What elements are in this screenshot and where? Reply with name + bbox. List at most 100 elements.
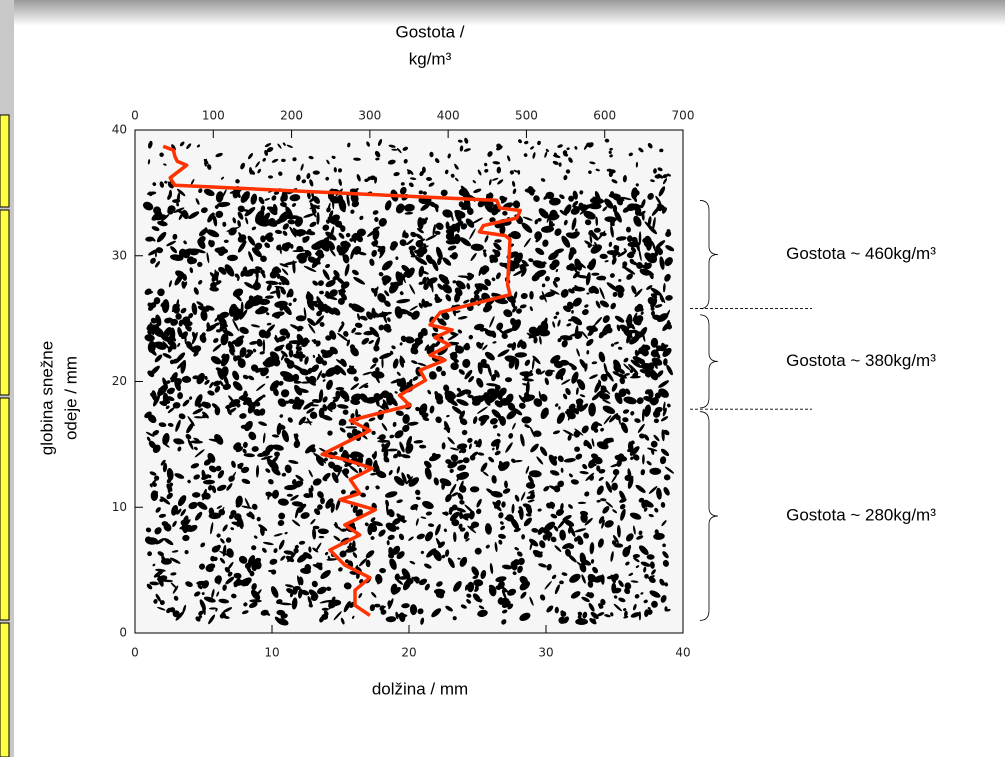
snow-grain (218, 598, 230, 604)
snow-grain (636, 319, 642, 326)
snow-grain (573, 407, 580, 415)
snow-grain (424, 531, 434, 542)
snow-grain (425, 234, 437, 241)
snow-grain (567, 408, 572, 413)
snow-grain (377, 293, 386, 303)
snow-grain (357, 313, 361, 321)
snow-grain (241, 577, 252, 587)
snow-grain (194, 511, 203, 521)
snow-grain (581, 331, 589, 339)
snow-grain (654, 507, 659, 513)
snow-grain (396, 298, 411, 304)
snow-grain (342, 409, 349, 415)
snow-grain (450, 454, 459, 462)
snow-grain (501, 586, 509, 593)
snow-grain (223, 239, 229, 244)
snow-grain (338, 232, 345, 239)
snow-grain (276, 273, 281, 279)
snow-grain (474, 440, 478, 445)
snow-grain (529, 290, 534, 300)
snow-grain (247, 153, 254, 160)
snow-grain (565, 169, 571, 174)
snow-grain (162, 377, 168, 390)
snow-grain (286, 493, 293, 497)
snow-grain (657, 370, 664, 377)
snow-grain (307, 318, 316, 326)
snow-grain (610, 612, 614, 617)
snow-grain (623, 330, 633, 339)
snow-grain (494, 369, 500, 378)
snow-grain (301, 179, 307, 184)
snow-grain (345, 547, 357, 553)
snow-grain (511, 458, 516, 463)
snow-grain (325, 305, 335, 315)
snow-grain (324, 551, 329, 556)
x-tick-label: 30 (538, 646, 553, 660)
snow-grain (262, 432, 266, 444)
snow-grain (636, 397, 644, 405)
snow-grain (633, 525, 636, 535)
snow-grain (491, 177, 499, 181)
snow-grain (281, 243, 290, 252)
snow-grain (534, 219, 539, 225)
snow-grain (277, 335, 287, 342)
snow-grain (509, 170, 514, 175)
snow-grain (145, 431, 155, 437)
snow-grain (442, 284, 453, 294)
snow-grain (476, 498, 482, 508)
snow-grain (395, 613, 408, 618)
snow-grain (200, 310, 208, 321)
snow-grain (618, 324, 629, 330)
snow-grain (522, 378, 534, 382)
snow-grain (451, 492, 459, 497)
snow-grain (160, 301, 167, 307)
snow-grain (149, 581, 159, 586)
snow-grain (167, 335, 174, 345)
snow-grain (513, 252, 523, 265)
snow-grain (494, 541, 498, 553)
snow-grain (186, 143, 192, 150)
snow-grain (630, 456, 634, 461)
snow-grain (625, 544, 632, 555)
snow-grain (311, 580, 318, 588)
snow-grain (273, 533, 283, 537)
snow-grain (618, 580, 624, 588)
snow-grain (332, 397, 339, 403)
snow-grain (293, 229, 307, 237)
snow-grain (660, 502, 666, 508)
snow-grain (569, 332, 581, 337)
snow-grain (477, 283, 489, 291)
snow-grain (614, 315, 625, 323)
snow-grain (412, 348, 419, 355)
snow-grain (470, 243, 484, 251)
snow-grain (488, 585, 497, 597)
snow-grain (611, 482, 618, 491)
snow-grain (350, 452, 359, 465)
snow-grain (246, 565, 252, 574)
snow-grain (433, 549, 442, 562)
snow-grain (602, 206, 608, 212)
snow-grain (659, 456, 667, 465)
snow-grain (546, 605, 554, 613)
snow-grain (450, 331, 458, 337)
snow-grain (581, 596, 590, 603)
snow-grain (331, 472, 339, 484)
snow-grain (409, 177, 417, 180)
snow-grain (232, 370, 240, 381)
snow-grain (305, 376, 316, 386)
snow-grain (619, 490, 626, 502)
snow-grain (452, 280, 457, 284)
snow-grain (491, 277, 496, 282)
snow-grain (474, 547, 482, 555)
snow-grain (213, 380, 221, 387)
snow-grain (620, 422, 629, 434)
snow-grain (418, 190, 424, 195)
snow-grain (463, 531, 469, 540)
snow-grain (517, 169, 521, 175)
snow-grain (423, 283, 429, 290)
snow-grain (426, 548, 437, 558)
snow-grain (466, 593, 472, 598)
snow-grain (590, 611, 599, 619)
snow-grain (650, 306, 655, 311)
snow-grain (365, 396, 377, 404)
